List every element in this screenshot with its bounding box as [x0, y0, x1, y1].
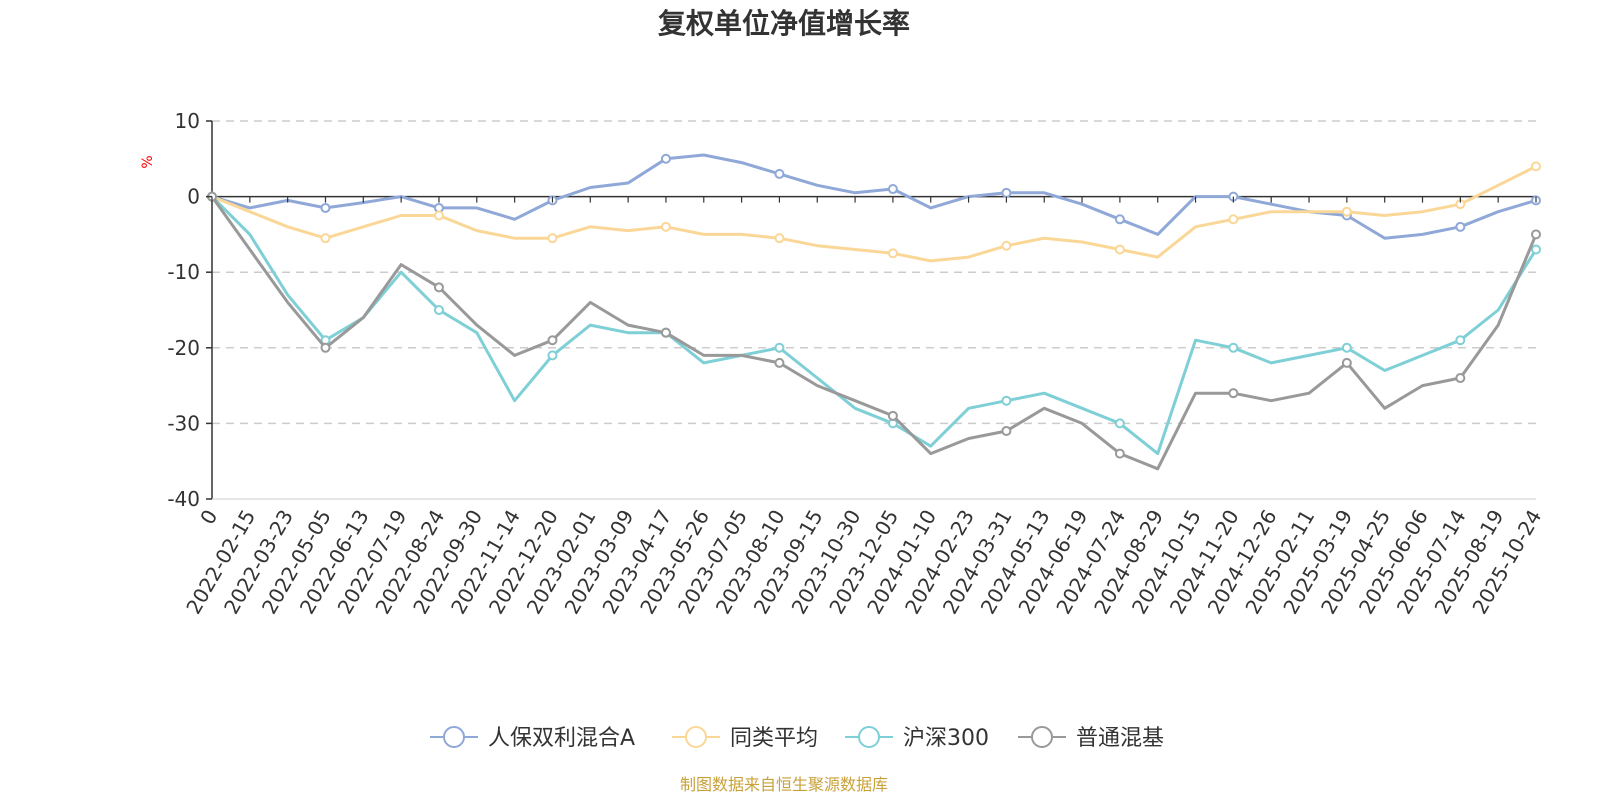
x-axis-ticks: 02022-02-152022-03-232022-05-052022-06-1…: [181, 196, 1546, 618]
y-tick-label: 10: [175, 109, 200, 133]
data-point: [433, 282, 444, 293]
legend-label: 普通混基: [1076, 726, 1164, 751]
grid-lines: [212, 120, 1536, 425]
legend-label: 同类平均: [730, 726, 818, 751]
data-point: [774, 233, 785, 244]
y-axis-ticks: 10 0 -10 -20 -30 -40: [167, 109, 212, 511]
legend-marker-icon: [443, 726, 465, 748]
y-tick-label: -10: [167, 260, 200, 284]
data-point: [1228, 214, 1239, 225]
data-point: [660, 327, 671, 338]
series-1: [207, 161, 1541, 263]
legend-marker-icon: [858, 726, 880, 748]
data-point: [1228, 342, 1239, 353]
series-line: [211, 165, 1537, 263]
legend-label: 人保双利混合A: [488, 726, 635, 751]
series-lines: [207, 153, 1541, 471]
data-point: [1001, 240, 1012, 251]
data-point: [774, 342, 785, 353]
legend: 人保双利混合A 同类平均 沪深300 普通混基: [430, 726, 1164, 751]
data-point: [320, 342, 331, 353]
legend-item[interactable]: 沪深300: [845, 726, 989, 751]
data-point: [320, 233, 331, 244]
data-point: [1114, 418, 1125, 429]
data-point: [660, 221, 671, 232]
series-2: [207, 191, 1541, 456]
data-point: [1455, 221, 1466, 232]
legend-marker-icon: [685, 726, 707, 748]
y-tick-label: -20: [167, 336, 200, 360]
data-point: [1001, 187, 1012, 198]
legend-marker-icon: [1031, 726, 1053, 748]
data-point: [433, 305, 444, 315]
data-point: [1228, 388, 1239, 399]
data-point: [547, 335, 558, 346]
data-point: [1455, 335, 1466, 346]
data-point: [774, 168, 785, 179]
data-point: [547, 350, 558, 361]
series-line: [210, 195, 1538, 456]
chart-title: 复权单位净值增长率: [658, 7, 910, 40]
data-point: [433, 210, 444, 221]
data-point: [1341, 357, 1352, 368]
series-3: [207, 191, 1541, 471]
data-point: [1531, 229, 1541, 240]
data-point: [1114, 214, 1125, 225]
data-point: [1341, 342, 1352, 353]
data-point: [1001, 425, 1012, 436]
y-tick-label: 0: [187, 185, 200, 209]
data-source-note: 制图数据来自恒生聚源数据库: [680, 775, 888, 794]
axes: [211, 121, 1536, 500]
y-tick-label: -40: [167, 487, 200, 511]
data-point: [1531, 244, 1541, 255]
data-point: [887, 410, 898, 421]
legend-item[interactable]: 同类平均: [672, 726, 818, 751]
data-point: [774, 357, 785, 368]
data-point: [660, 153, 671, 164]
data-point: [1531, 161, 1541, 172]
data-point: [547, 233, 558, 244]
legend-item[interactable]: 人保双利混合A: [430, 726, 635, 751]
series-line: [210, 195, 1538, 471]
data-point: [887, 184, 898, 195]
data-point: [1114, 244, 1125, 255]
y-tick-label: -30: [167, 411, 200, 435]
data-point: [1001, 395, 1012, 406]
data-point: [887, 248, 898, 259]
data-point: [320, 202, 331, 213]
y-axis-unit: %: [140, 155, 156, 168]
legend-label: 沪深300: [903, 726, 989, 751]
data-point: [1114, 448, 1125, 459]
legend-item[interactable]: 普通混基: [1018, 726, 1164, 751]
data-point: [1455, 373, 1466, 384]
data-point: [1341, 206, 1352, 217]
